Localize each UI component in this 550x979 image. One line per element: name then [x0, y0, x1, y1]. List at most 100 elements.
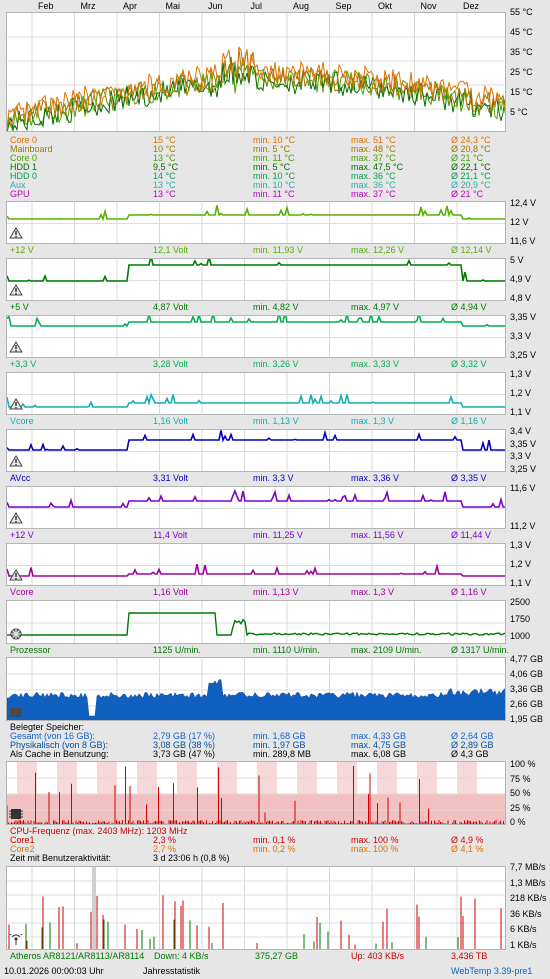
temperature-min: min. 10 °C: [253, 180, 296, 190]
temperature-cur: 13 °C: [153, 189, 176, 199]
temperature-max: max. 37 °C: [351, 189, 396, 199]
cpu-max: max. 100 %: [351, 835, 399, 845]
voltage-name: +12 V: [10, 530, 34, 540]
voltage-panel: 1,3 V 1,2 V 1,1 V Vcore 1,16 Volt min. 1,13 V…: [0, 540, 550, 599]
fan-plot: [6, 600, 506, 644]
cpu-icon: [9, 808, 23, 820]
y-axis-label: 1750: [510, 614, 531, 624]
cpu-plot: [6, 761, 506, 825]
warning-icon: [9, 341, 23, 353]
voltage-chart: [7, 373, 505, 414]
temperature-name: HDD 0: [10, 171, 38, 181]
temperature-avg: Ø 21 °C: [451, 153, 484, 163]
temperature-avg: Ø 21 °C: [451, 189, 484, 199]
warning-icon: [9, 227, 23, 239]
network-icon: [9, 931, 23, 946]
memory-avg: Ø 4,3 GB: [451, 749, 489, 759]
voltage-min: min. 11,25 V: [253, 530, 303, 540]
voltage-min: min. 3,26 V: [253, 359, 299, 369]
temperature-panel: Feb Mrz Apr Mai Jun Jul Aug Sep Okt Nov Dez 55 °C 4…: [0, 0, 550, 200]
memory-icon: [9, 705, 23, 717]
temperature-max: max. 47,5 °C: [351, 162, 404, 172]
y-axis-label: 1,1 V: [510, 407, 532, 417]
memory-avg: Ø 2,64 GB: [451, 731, 494, 741]
voltage-min: min. 4,82 V: [253, 302, 299, 312]
voltage-max: max. 12,26 V: [351, 245, 405, 255]
cpu-min: min. 0,2 %: [253, 844, 296, 854]
cpu-chart: [7, 762, 505, 824]
memory-cur: 2,79 GB (17 %): [153, 731, 216, 741]
month-label: Feb: [38, 1, 54, 11]
voltage-avg: Ø 1,16 V: [451, 587, 487, 597]
month-label: Mrz: [80, 1, 96, 11]
voltage-panel: 5 V 4,9 V 4,8 V +5 V 4,87 Volt min. 4,82 V max…: [0, 255, 550, 314]
y-axis-label: 75 %: [510, 773, 531, 784]
temperature-max: max. 51 °C: [351, 135, 396, 145]
y-axis-label: 1,3 MB/s: [510, 877, 546, 888]
footer-app-version[interactable]: WebTemp 3.39-pre1: [451, 966, 533, 976]
voltage-min: min. 11,93 V: [253, 245, 303, 255]
voltage-avg: Ø 11,44 V: [451, 530, 491, 540]
month-label: Dez: [463, 1, 480, 11]
y-axis-label: 5 V: [510, 255, 524, 265]
voltage-name: AVcc: [10, 473, 31, 483]
temperature-avg: Ø 20,9 °C: [451, 180, 491, 190]
temperature-min: min. 10 °C: [253, 171, 296, 181]
voltage-cur: 1,16 Volt: [153, 587, 189, 597]
voltage-plot: [6, 543, 506, 586]
temperature-plot: [6, 12, 506, 132]
month-label: Jun: [208, 1, 223, 11]
month-label: Okt: [378, 1, 393, 11]
temperature-min: min. 5 °C: [253, 162, 291, 172]
network-up-total: 3,436 TB: [451, 951, 488, 961]
cpu-cur: 2,7 %: [153, 844, 177, 854]
memory-min: min. 1,97 GB: [253, 740, 306, 750]
network-down: Down: 4 KB/s: [154, 951, 209, 961]
y-axis-label: 3,3 V: [510, 331, 532, 341]
fan-avg: Ø 1317 U/min.: [451, 645, 510, 655]
cpu-avg: Ø 4,9 %: [451, 835, 484, 845]
temperature-name: Aux: [10, 180, 26, 190]
temperature-name: GPU: [10, 189, 30, 199]
voltage-avg: Ø 1,16 V: [451, 416, 487, 426]
month-label: Jul: [250, 1, 263, 11]
memory-cur: 3,73 GB (47 %): [153, 749, 216, 759]
y-axis-label: 11,6 V: [510, 483, 536, 493]
y-axis-label: 1,95 GB: [510, 714, 544, 724]
y-axis-label: 36 KB/s: [510, 908, 542, 919]
warning-icon: [9, 512, 23, 524]
voltage-avg: Ø 3,35 V: [451, 473, 487, 483]
network-adapter: Atheros AR8121/AR8113/AR8114: [10, 951, 145, 961]
memory-max: max. 6,08 GB: [351, 749, 407, 759]
network-plot: [6, 866, 506, 950]
temperature-chart: [7, 13, 505, 131]
memory-min: min. 1,68 GB: [253, 731, 306, 741]
footer: 10.01.2026 00:00:03 Uhr Jahresstatistik …: [0, 964, 550, 979]
activity-value: 3 d 23:06 h (0,8 %): [153, 853, 230, 863]
warning-icon: [9, 398, 23, 410]
network-panel: 7,7 MB/s 1,3 MB/s 218 KB/s 36 KB/s 6 KB/s 1 K…: [0, 862, 550, 964]
network-chart: [7, 867, 505, 949]
memory-name: Gesamt (von 16 GB):: [10, 731, 96, 741]
temperature-name: Core 0: [10, 135, 38, 145]
y-axis-label: 3,25 V: [510, 350, 537, 360]
temperature-min: min. 10 °C: [253, 135, 296, 145]
warning-icon: [9, 455, 23, 467]
voltage-name: Vcore: [10, 587, 34, 597]
memory-cur: 3,08 GB (38 %): [153, 740, 216, 750]
cpu-name: Core1: [10, 835, 35, 845]
temperature-cur: 13 °C: [153, 153, 176, 163]
y-axis-label: 1000: [510, 631, 531, 641]
voltage-cur: 3,28 Volt: [153, 359, 189, 369]
voltage-name: +3,3 V: [10, 359, 37, 369]
y-axis-label: 100 %: [510, 759, 536, 769]
y-axis-label: 55 °C: [510, 7, 533, 17]
temperature-name: Core 0: [10, 153, 38, 163]
voltage-cur: 4,87 Volt: [153, 302, 189, 312]
temperature-min: min. 11 °C: [253, 189, 295, 199]
y-axis-label: 4,9 V: [510, 274, 532, 284]
temperature-cur: 13 °C: [153, 180, 176, 190]
voltage-cur: 1,16 Volt: [153, 416, 189, 426]
y-axis-label: 12,4 V: [510, 198, 537, 208]
y-axis-label: 1 KB/s: [510, 940, 537, 950]
